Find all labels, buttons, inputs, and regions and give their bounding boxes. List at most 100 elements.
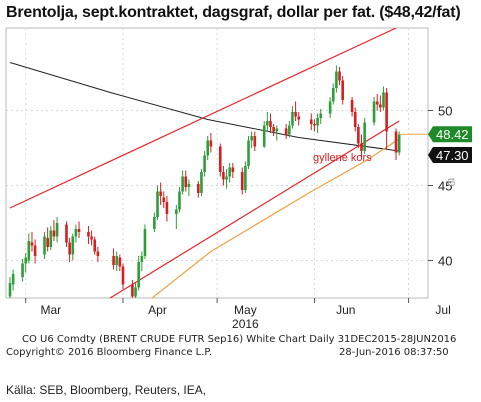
candles-layer (8, 65, 401, 298)
candle-body (240, 172, 244, 190)
candle-body (165, 202, 169, 214)
y-tick-label: 40 (438, 254, 452, 269)
candle-body (159, 191, 162, 196)
candle-body (175, 209, 178, 214)
candle-body (294, 112, 297, 117)
x-tick-label: May (234, 303, 257, 317)
x-tick-label: Mar (40, 303, 61, 317)
candle-body (288, 125, 291, 135)
candle-body (266, 121, 269, 126)
candle-body (24, 257, 27, 264)
ma-short-line (151, 138, 400, 298)
candle-body (143, 229, 147, 256)
candle-body (21, 263, 24, 277)
candle-body (200, 172, 203, 193)
candle-body (52, 230, 56, 237)
candle-body (397, 134, 401, 153)
candle-body (115, 256, 119, 265)
candle-body (187, 184, 191, 187)
candle-body (357, 127, 360, 144)
footer-timestamp: 28-Jun-2016 08:37:50 (339, 347, 449, 358)
right-axis-note: t9 (445, 178, 456, 187)
candle-body (218, 146, 222, 172)
channel-upper-line (9, 28, 398, 209)
candle-body (93, 239, 97, 252)
candle-body (275, 128, 279, 132)
candle-body (112, 256, 115, 265)
candle-body (363, 122, 366, 151)
candle-body (11, 274, 15, 285)
annotation-golden-cross: gyllene kors (313, 152, 372, 164)
candle-body (206, 140, 210, 156)
candle-body (121, 266, 125, 285)
candle-body (8, 283, 12, 297)
candle-body (33, 245, 37, 256)
candle-body (131, 284, 134, 297)
candle-body (134, 287, 137, 297)
y-tick-label: 50 (438, 104, 452, 119)
candle-body (262, 125, 266, 147)
candle-body (178, 191, 181, 210)
candle-body (350, 100, 354, 112)
footer-copyright: Copyright© 2016 Bloomberg Finance L.P. (6, 347, 213, 358)
x-year-label: 2016 (232, 317, 259, 331)
candle-body (65, 224, 68, 243)
candle-body (341, 80, 344, 100)
candle-body (335, 71, 338, 88)
candle-body (156, 191, 159, 217)
candle-body (247, 140, 250, 166)
candle-body (379, 104, 382, 108)
candle-body (253, 136, 257, 147)
candle-body (68, 242, 71, 255)
candle-body (162, 197, 166, 202)
candle-body (372, 101, 376, 123)
candle-body (375, 101, 379, 105)
x-tick-label: Jun (336, 303, 355, 317)
candle-body (90, 236, 93, 240)
candle-body (74, 229, 78, 237)
candle-body (222, 172, 225, 180)
y-tick-label: 45 (438, 179, 452, 194)
candle-body (71, 236, 75, 255)
candle-body (153, 217, 156, 229)
candle-body (382, 92, 385, 108)
candle-body (96, 251, 100, 256)
candle-body (77, 229, 81, 232)
candle-body (209, 140, 213, 147)
candle-body (228, 167, 231, 177)
candle-body (137, 262, 140, 288)
candle-body (313, 124, 316, 126)
overlay-layer: 48.42 47.30 gyllene kors t9 (313, 126, 472, 187)
candle-body (250, 136, 253, 141)
candle-body (43, 236, 46, 255)
candle-body (360, 143, 363, 151)
candle-body (27, 241, 31, 261)
candle-body (272, 127, 275, 132)
channel-lower-line (108, 120, 400, 298)
candle-body (203, 155, 206, 172)
candle-body (46, 238, 49, 247)
candle-body (353, 112, 357, 127)
chart-title: Brentolja, sept.kontraktet, dagsgraf, do… (6, 4, 461, 21)
ma-value-tag (428, 147, 472, 163)
candle-body (49, 230, 53, 247)
candle-body (87, 232, 90, 237)
ma-long-line (9, 62, 400, 152)
axes-layer: 40 45 50 Mar Apr May Jun Jul 2016 (25, 104, 452, 331)
footer-series-info: CO U6 Comdty (BRENT CRUDE FUTR Sep16) Wh… (22, 334, 457, 345)
x-tick-label: Apr (148, 303, 167, 317)
candle-body (269, 121, 272, 127)
candle-body (284, 128, 288, 135)
candle-body (231, 167, 235, 172)
x-tick-label: Jul (435, 303, 450, 317)
candle-body (118, 257, 122, 267)
candle-body (184, 176, 188, 187)
candle-body (385, 92, 388, 132)
candle-body (225, 176, 228, 180)
ma-value-label: 47.30 (436, 148, 469, 163)
candle-body (30, 242, 34, 246)
candle-body (291, 112, 294, 126)
last-price-tag (428, 126, 472, 143)
candle-body (316, 118, 319, 126)
